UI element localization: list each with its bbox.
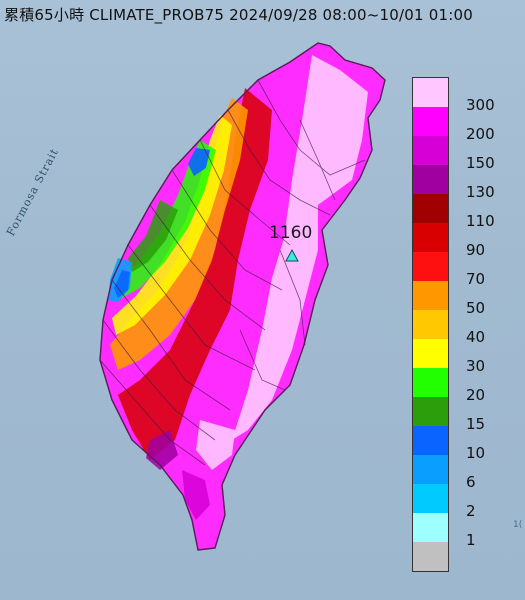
legend-label: 200 (466, 125, 495, 143)
legend-label: 15 (466, 415, 486, 433)
legend-swatch (413, 194, 448, 223)
legend-label: 110 (466, 212, 495, 230)
rain-zone-300-south (196, 420, 235, 470)
legend-swatch (413, 310, 448, 339)
taiwan-coastline (99, 42, 386, 551)
legend-swatch (413, 455, 448, 484)
county-boundaries (99, 79, 366, 466)
legend-label: 70 (466, 270, 486, 288)
legend-swatch (413, 165, 448, 194)
legend-label: 30 (466, 357, 486, 375)
corner-label: 1( (513, 520, 523, 530)
legend-swatch (413, 426, 448, 455)
map-title: 累積65小時 CLIMATE_PROB75 2024/09/28 08:00~1… (4, 6, 473, 24)
legend-swatch (413, 223, 448, 252)
max-station-triangle-icon (285, 248, 299, 262)
color-legend (412, 77, 449, 572)
legend-swatch (413, 281, 448, 310)
legend-label: 6 (466, 473, 476, 491)
rain-zone-10-north (188, 148, 210, 176)
legend-swatch (413, 107, 448, 136)
legend-label: 2 (466, 502, 476, 520)
legend-swatch (413, 484, 448, 513)
legend-swatch (413, 78, 448, 107)
legend-label: 90 (466, 241, 486, 259)
legend-swatch (413, 542, 448, 571)
rain-zone-300 (232, 55, 368, 440)
legend-label: 1 (466, 531, 476, 549)
legend-swatch (413, 252, 448, 281)
rain-zone-30 (112, 115, 232, 335)
legend-label: 50 (466, 299, 486, 317)
max-station-label: 1160 (269, 223, 313, 243)
legend-swatch (413, 136, 448, 165)
legend-swatch (413, 368, 448, 397)
legend-swatch (413, 339, 448, 368)
legend-label: 10 (466, 444, 486, 462)
legend-label: 130 (466, 183, 495, 201)
rain-zone-150 (182, 470, 210, 520)
legend-label: 150 (466, 154, 495, 172)
rain-zone-10-coast (114, 270, 130, 298)
rain-zone-15 (128, 200, 178, 272)
legend-swatch (413, 397, 448, 426)
legend-label: 40 (466, 328, 486, 346)
legend-label: 20 (466, 386, 486, 404)
legend-label: 300 (466, 96, 495, 114)
legend-swatch (413, 513, 448, 542)
